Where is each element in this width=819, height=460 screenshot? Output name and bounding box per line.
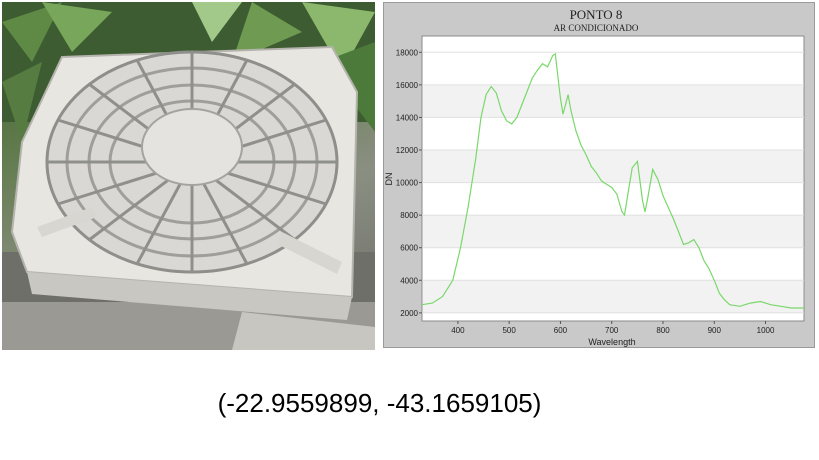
air-conditioner-image (2, 2, 375, 350)
y-tick-label: 18000 (396, 48, 419, 57)
x-tick-label: 800 (656, 326, 670, 335)
x-tick-label: 600 (554, 326, 568, 335)
y-tick-label: 14000 (396, 113, 419, 122)
grid-band (423, 84, 803, 118)
coordinates-caption: (-22.9559899, -43.1659105) (217, 388, 542, 418)
x-tick-label: 1000 (757, 326, 775, 335)
x-tick-label: 700 (605, 326, 619, 335)
air-conditioner-photo (2, 2, 375, 350)
y-tick-label: 12000 (396, 146, 419, 155)
spectrum-line (421, 52, 804, 309)
x-tick-label: 900 (708, 326, 722, 335)
x-axis-label: Wavelength (588, 337, 635, 347)
y-tick-label: 10000 (396, 179, 419, 188)
chart-subtitle: AR CONDICIONADO (554, 23, 639, 33)
plot-area: 2000 4000 6000 8000 10000 12000 14000 16000 1800… (396, 35, 805, 335)
y-tick-label: 2000 (400, 309, 418, 318)
y-axis-label: DN (384, 173, 394, 186)
chart-title: PONTO 8 (570, 7, 623, 22)
y-tick-label: 6000 (400, 244, 418, 253)
y-tick-label: 8000 (400, 211, 418, 220)
y-tick-label: 4000 (400, 276, 418, 285)
spectrum-plot: PONTO 8 AR CONDICIONADO 2000 4000 6000 8000… (384, 7, 805, 347)
grid-band (423, 215, 803, 248)
spectrum-chart: PONTO 8 AR CONDICIONADO 2000 4000 6000 8000… (383, 2, 815, 348)
fan-icon (45, 50, 339, 274)
x-tick-label: 500 (502, 326, 516, 335)
y-tick-label: 16000 (396, 81, 419, 90)
grid-band (423, 150, 803, 183)
grid-band (423, 280, 803, 313)
x-tick-label: 400 (451, 326, 465, 335)
